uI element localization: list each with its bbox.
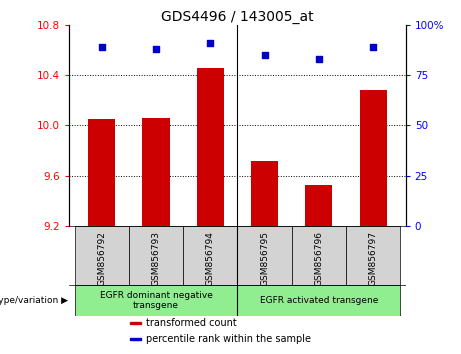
Text: transformed count: transformed count [146, 318, 236, 328]
Point [315, 56, 323, 62]
Bar [197, 68, 224, 226]
Text: GSM856797: GSM856797 [369, 231, 378, 286]
Bar [292, 226, 346, 285]
Text: EGFR dominant negative
transgene: EGFR dominant negative transgene [100, 291, 213, 310]
Bar [129, 226, 183, 285]
Text: percentile rank within the sample: percentile rank within the sample [146, 334, 311, 344]
Text: GSM856794: GSM856794 [206, 231, 215, 286]
Point [207, 40, 214, 46]
Bar [346, 226, 400, 285]
Title: GDS4496 / 143005_at: GDS4496 / 143005_at [161, 10, 314, 24]
Bar [88, 119, 115, 226]
Bar [237, 226, 292, 285]
Point [369, 44, 377, 50]
Text: EGFR activated transgene: EGFR activated transgene [260, 296, 378, 305]
Text: GSM856793: GSM856793 [152, 231, 160, 286]
Text: genotype/variation ▶: genotype/variation ▶ [0, 296, 68, 305]
Bar [251, 161, 278, 226]
Bar [75, 285, 237, 316]
Bar [360, 90, 387, 226]
Bar [75, 226, 129, 285]
Bar [142, 118, 170, 226]
Point [98, 44, 106, 50]
Bar [130, 338, 141, 340]
Point [261, 52, 268, 58]
Bar [305, 184, 332, 226]
Text: GSM856792: GSM856792 [97, 231, 106, 286]
Bar [183, 226, 237, 285]
Text: GSM856795: GSM856795 [260, 231, 269, 286]
Bar [237, 285, 400, 316]
Bar [130, 322, 141, 324]
Text: GSM856796: GSM856796 [314, 231, 323, 286]
Point [152, 46, 160, 52]
